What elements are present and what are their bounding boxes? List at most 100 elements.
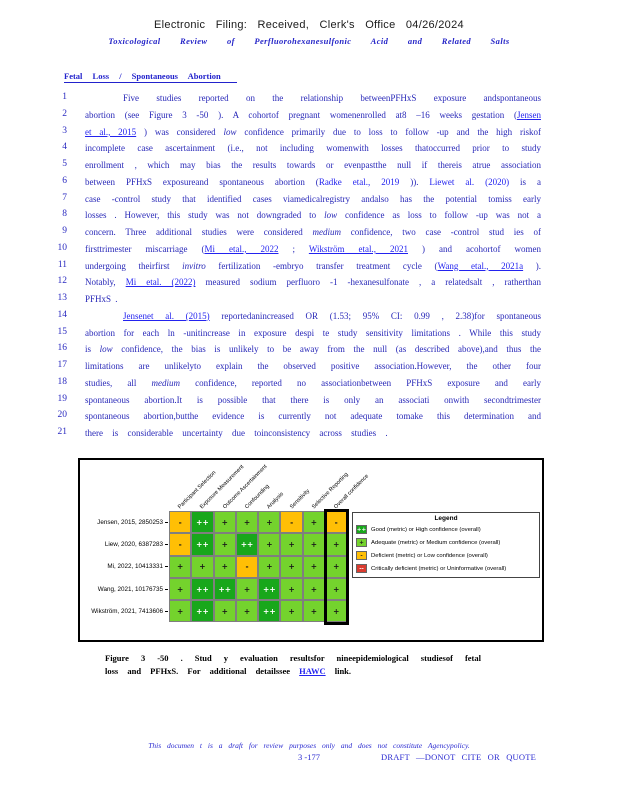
- line-number: 14: [57, 309, 68, 320]
- line-number: 12: [57, 276, 68, 287]
- body-line: 20 spontaneous abortion,butthe evidence i…: [58, 410, 542, 427]
- plain-text: confidence, two case -control stud ies o…: [341, 227, 541, 237]
- citation-link[interactable]: et al., 2015: [85, 126, 137, 137]
- citation-link[interactable]: Wikström etal., 2021: [308, 243, 408, 254]
- footer-disclaimer: This documen t is a draft for review pur…: [148, 741, 470, 750]
- rating-cell: ++: [258, 600, 281, 623]
- citation-link[interactable]: Jensenet al. (2015): [123, 310, 210, 321]
- rating-cell: ++: [258, 577, 281, 601]
- line-number: 6: [62, 175, 67, 186]
- line-number: 7: [62, 192, 67, 203]
- legend-swatch: -: [356, 551, 367, 560]
- emphasis-text: invitro: [182, 260, 206, 271]
- line-number: 20: [57, 410, 68, 421]
- plain-text: concern. Three additional studies were c…: [85, 227, 313, 237]
- plain-text: losses . However, this study was not dow…: [85, 210, 325, 221]
- citation-link[interactable]: Radke etal., 2019: [318, 176, 400, 187]
- draft-notice: DRAFT —DONOT CITE OR QUOTE: [381, 752, 536, 762]
- plain-text: ;: [278, 243, 309, 254]
- citation-link[interactable]: Mi etal. (2022): [125, 277, 196, 288]
- citation-link[interactable]: Wang etal., 2021a: [437, 260, 524, 271]
- plain-text: confidence, the bias is unlikely to be a…: [112, 344, 541, 355]
- body-line: 18 studies, all medium confidence, report…: [58, 377, 542, 394]
- line-text: Five studies reported on the relationshi…: [85, 92, 541, 109]
- heatmap-row-labels: Jensen, 2015, 2850253 Liew, 2020, 6387283…: [80, 511, 168, 622]
- line-text: between PFHxS exposureand spontaneous ab…: [85, 176, 541, 193]
- rating-cell: ++: [191, 577, 214, 601]
- line-text: is low confidence, the bias is unlikely …: [85, 343, 541, 360]
- line-number: 15: [57, 326, 68, 337]
- body-line: 9 concern. Three additional studies were …: [62, 226, 541, 243]
- plain-text: enrollment , which may bias the results …: [85, 160, 541, 170]
- body-line: 2 abortion (see Figure 3 -50 ). A cohorto…: [62, 109, 541, 126]
- plain-text: spontaneous abortion.It is possible that…: [85, 394, 541, 405]
- legend-entries: ++ Good (metric) or High confidence (over…: [356, 523, 536, 575]
- body-line: 14 Jensenet al. (2015) reportedanincrease…: [58, 310, 542, 327]
- line-text: abortion for each ln -unitincrease in ex…: [85, 327, 541, 344]
- hawc-link[interactable]: HAWC: [299, 666, 326, 676]
- rating-cell: +: [235, 600, 259, 623]
- figure-caption: Figure 3 -50 . Stud y evaluation results…: [105, 652, 481, 678]
- line-number: 4: [62, 142, 67, 153]
- legend-label: Good (metric) or High confidence (overal…: [371, 526, 481, 533]
- plain-text: firsttrimester miscarriage (: [85, 243, 205, 254]
- line-number: 17: [57, 360, 68, 370]
- legend-label: Critically deficient (metric) or Uninfor…: [371, 565, 507, 572]
- rating-cell: -: [169, 511, 192, 534]
- plain-text: ) was considered: [136, 126, 224, 137]
- rating-cell: +: [213, 511, 236, 534]
- plain-text: confidence as loss to follow -up was not…: [337, 210, 541, 221]
- rating-cell: ++: [235, 533, 259, 556]
- plain-text: abortion (see Figure 3 -50 ). A cohortof…: [85, 109, 517, 120]
- body-line: 13 PFHxS .: [58, 293, 541, 310]
- body-line: 8 losses . However, this study was not do…: [62, 209, 541, 226]
- rating-cell: +: [302, 600, 326, 623]
- citation-link[interactable]: Jensen: [517, 109, 541, 120]
- section-heading: Fetal Loss / Spontaneous Abortion: [64, 71, 237, 83]
- plain-text: ) and acohortof women: [408, 243, 541, 254]
- line-text: spontaneous abortion,butthe evidence is …: [85, 410, 541, 427]
- rating-cell: +: [191, 555, 214, 578]
- plain-text: PFHxS .: [85, 294, 118, 304]
- citation-link[interactable]: Liewet al. (2020): [429, 176, 510, 187]
- row-label: Mi, 2022, 10413331: [80, 556, 168, 578]
- plain-text: is: [85, 344, 100, 355]
- body-line: 11 undergoing theirfirst invitro fertiliz…: [58, 260, 541, 277]
- line-text: losses . However, this study was not dow…: [85, 209, 541, 226]
- rating-cell: -: [169, 533, 192, 556]
- plain-text: Five studies reported on the relationshi…: [123, 93, 541, 103]
- rating-cell: +: [325, 600, 348, 623]
- plain-text: reportedanincreased OR (1.53; 95% CI: 0.…: [209, 310, 541, 321]
- filing-header: Electronic Filing: Received, Clerk's Off…: [154, 19, 464, 31]
- rating-cell: +: [302, 577, 326, 601]
- body-text: 1 Five studies reported on the relationsh…: [58, 92, 542, 444]
- caption-text: loss and PFHxS. For additional detailsse…: [105, 666, 300, 676]
- row-label: Wikström, 2021, 7413606: [80, 600, 168, 622]
- line-number: 1: [62, 92, 67, 102]
- legend-label: Adequate (metric) or Medium confidence (…: [371, 539, 501, 546]
- legend-entry: - Deficient (metric) or Low confidence (o…: [356, 549, 536, 562]
- line-number: 9: [62, 226, 67, 236]
- rating-cell: +: [258, 511, 281, 534]
- rating-cell: +: [302, 511, 326, 534]
- line-text: concern. Three additional studies were c…: [85, 226, 541, 243]
- legend-entry: ++ Good (metric) or High confidence (over…: [356, 523, 536, 536]
- plain-text: spontaneous abortion,butthe evidence is …: [85, 411, 541, 422]
- plain-text: abortion for each ln -unitincrease in ex…: [85, 327, 541, 338]
- column-header: Selective Reporting: [310, 471, 350, 511]
- plain-text: case -control study that identified case…: [85, 193, 541, 204]
- rating-cell: ++: [191, 511, 214, 534]
- plain-text: limitations are unlikelyto explain the o…: [85, 361, 541, 371]
- line-text: incomplete case ascertainment (i.e., not…: [85, 142, 541, 159]
- line-text: limitations are unlikelyto explain the o…: [85, 360, 541, 377]
- page-number: 3 -177: [298, 752, 320, 762]
- plain-text: )).: [399, 176, 430, 187]
- body-line: 21 there is considerable uncertainty due …: [58, 427, 541, 444]
- line-number: 13: [57, 293, 68, 303]
- rating-cell: +: [169, 555, 192, 578]
- citation-link[interactable]: Mi etal., 2022: [204, 243, 279, 254]
- plain-text: fertilization -embryo transfer treatment…: [205, 260, 438, 271]
- plain-text: undergoing theirfirst: [85, 260, 183, 271]
- body-line: 10 firsttrimester miscarriage (Mi etal., …: [58, 243, 542, 260]
- rating-cell: +: [280, 555, 303, 578]
